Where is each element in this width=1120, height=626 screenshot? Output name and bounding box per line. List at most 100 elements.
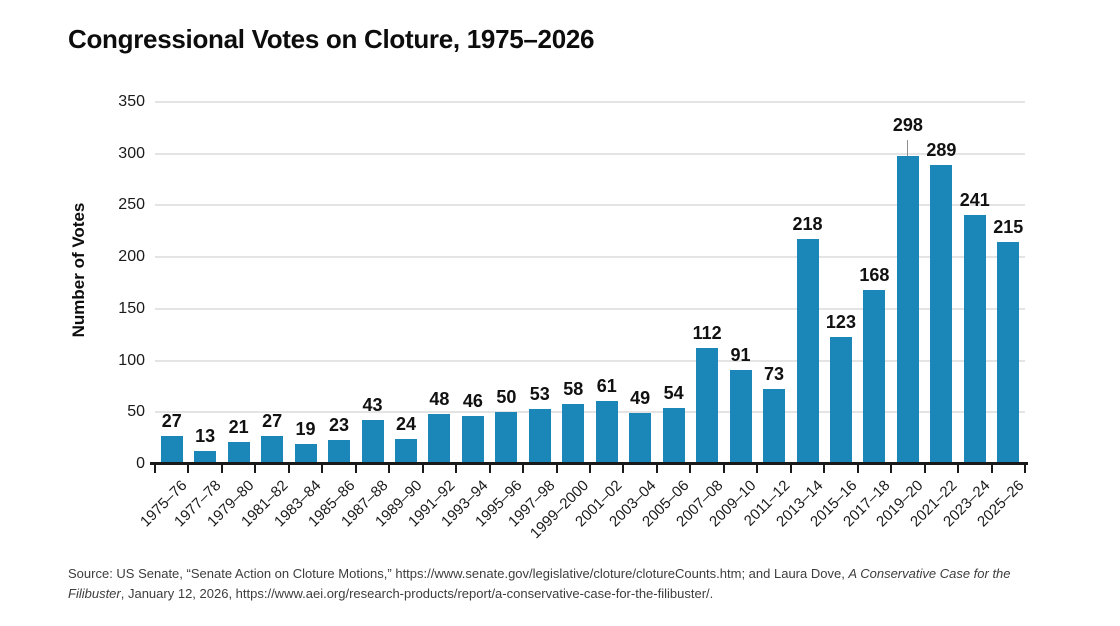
bar-value-label-2021–22: 289 xyxy=(926,140,957,161)
x-tick xyxy=(722,465,725,473)
bar-1979–80 xyxy=(227,442,250,464)
x-tick xyxy=(388,465,391,473)
bar-value-label-1995–96: 50 xyxy=(496,387,517,408)
bar-value-label-1983–84: 19 xyxy=(295,419,316,440)
x-tick xyxy=(555,465,558,473)
bar-2023–24 xyxy=(963,214,986,464)
bar-value-label-2015–16: 123 xyxy=(825,311,856,332)
bar-value-label-2013–14: 218 xyxy=(792,213,823,234)
x-tick xyxy=(990,465,993,473)
bar-value-label-2017–18: 168 xyxy=(859,265,890,286)
bar-value-label-1987–88: 43 xyxy=(362,394,383,415)
bar-2011–12 xyxy=(763,388,786,464)
y-tick-label-300: 300 xyxy=(118,144,145,162)
gridline-150 xyxy=(155,307,1025,310)
bar-value-label-2023–24: 241 xyxy=(959,189,990,210)
bar-value-label-2025–26: 215 xyxy=(993,216,1024,237)
x-tick xyxy=(1024,465,1026,473)
gridline-100 xyxy=(155,359,1025,362)
bar-value-label-2009–10: 91 xyxy=(730,344,751,365)
bar-1975–76 xyxy=(160,436,183,464)
label-leader-line xyxy=(907,139,909,156)
y-tick-label-100: 100 xyxy=(118,351,145,369)
y-tick-label-350: 350 xyxy=(118,93,145,110)
bar-2003–04 xyxy=(629,413,652,464)
bar-2013–14 xyxy=(796,238,819,464)
bar-1989–90 xyxy=(394,439,417,464)
x-tick xyxy=(655,465,658,473)
bar-value-label-2003–04: 49 xyxy=(630,388,651,409)
plot-area: 27 13 21 27 19 23 43 24 48 46 50 53 58 61 49 54 112 91 73 2… xyxy=(155,101,1025,464)
source-text: Source: US Senate, “Senate Action on Clo… xyxy=(68,566,849,581)
x-tick xyxy=(689,465,692,473)
gridline-50 xyxy=(155,411,1025,414)
x-tick xyxy=(756,465,759,473)
gridline-300 xyxy=(155,152,1025,155)
x-tick xyxy=(589,465,591,473)
y-tick-label-0: 0 xyxy=(136,455,145,472)
bar-value-label-1997–98: 53 xyxy=(529,384,550,405)
bar-1991–92 xyxy=(428,414,451,464)
bar-value-label-2001–02: 61 xyxy=(596,375,617,396)
y-tick-label-200: 200 xyxy=(118,248,145,266)
y-tick-label-50: 50 xyxy=(127,403,145,421)
source-text-end: , January 12, 2026, https://www.aei.org/… xyxy=(120,586,714,602)
bar-2017–18 xyxy=(863,290,886,464)
gridline-200 xyxy=(155,256,1025,259)
y-tick-label-150: 150 xyxy=(118,299,145,317)
x-tick xyxy=(187,465,190,473)
x-tick xyxy=(254,465,257,473)
x-label-text: 2025–26 xyxy=(973,477,1028,531)
bar-1977–78 xyxy=(194,450,217,464)
bar-value-label-2011–12: 73 xyxy=(764,363,785,384)
x-tick xyxy=(923,465,926,473)
x-tick xyxy=(354,465,357,473)
bar-value-label-1991–92: 48 xyxy=(429,389,450,410)
bar-value-label-1981–82: 27 xyxy=(262,411,283,432)
bar-value-label-1975–76: 27 xyxy=(161,411,182,432)
bar-value-label-1979–80: 21 xyxy=(228,417,249,438)
bar-value-label-2019–20: 298 xyxy=(892,114,923,135)
x-tick xyxy=(890,465,893,473)
y-tick-label-250: 250 xyxy=(118,196,145,214)
x-tick xyxy=(220,465,223,473)
bar-2009–10 xyxy=(729,369,752,464)
x-tick xyxy=(622,465,625,473)
x-axis-line xyxy=(150,462,1028,465)
x-tick xyxy=(522,465,525,473)
bar-2001–02 xyxy=(595,400,618,464)
gridline-350 xyxy=(155,101,1025,103)
x-tick xyxy=(856,465,859,473)
bar-2005–06 xyxy=(662,408,685,464)
bar-1987–88 xyxy=(361,419,384,464)
x-tick xyxy=(154,465,156,473)
x-tick xyxy=(455,465,458,473)
chart-title: Congressional Votes on Cloture, 1975–202… xyxy=(68,24,595,54)
bar-value-label-2007–08: 112 xyxy=(692,323,722,344)
bar-2015–16 xyxy=(829,336,852,464)
bar-1995–96 xyxy=(495,412,518,464)
bar-1983–84 xyxy=(294,444,317,464)
x-tick xyxy=(287,465,290,473)
x-tick xyxy=(321,465,324,473)
bar-2019–20 xyxy=(896,155,919,464)
bar-value-label-1977–78: 13 xyxy=(195,425,216,446)
x-tick xyxy=(957,465,960,473)
bar-1993–94 xyxy=(461,416,484,464)
bar-2025–26 xyxy=(997,241,1020,464)
x-tick xyxy=(488,465,491,473)
bar-1999–2000 xyxy=(562,404,585,464)
source-title-italic: A Conservative Case for the Filibuster xyxy=(68,566,1011,602)
bar-value-label-1989–90: 24 xyxy=(395,414,416,435)
bar-1997–98 xyxy=(528,409,551,464)
bar-value-label-2005–06: 54 xyxy=(663,383,684,404)
bar-value-label-1999–2000: 58 xyxy=(563,379,584,400)
x-tick xyxy=(823,465,826,473)
source-note: Source: US Senate, “Senate Action on Clo… xyxy=(68,564,1070,604)
x-tick xyxy=(421,465,424,473)
bar-2021–22 xyxy=(930,165,953,464)
x-tick xyxy=(789,465,792,473)
bar-value-label-1993–94: 46 xyxy=(462,391,483,412)
bar-1981–82 xyxy=(261,436,284,464)
